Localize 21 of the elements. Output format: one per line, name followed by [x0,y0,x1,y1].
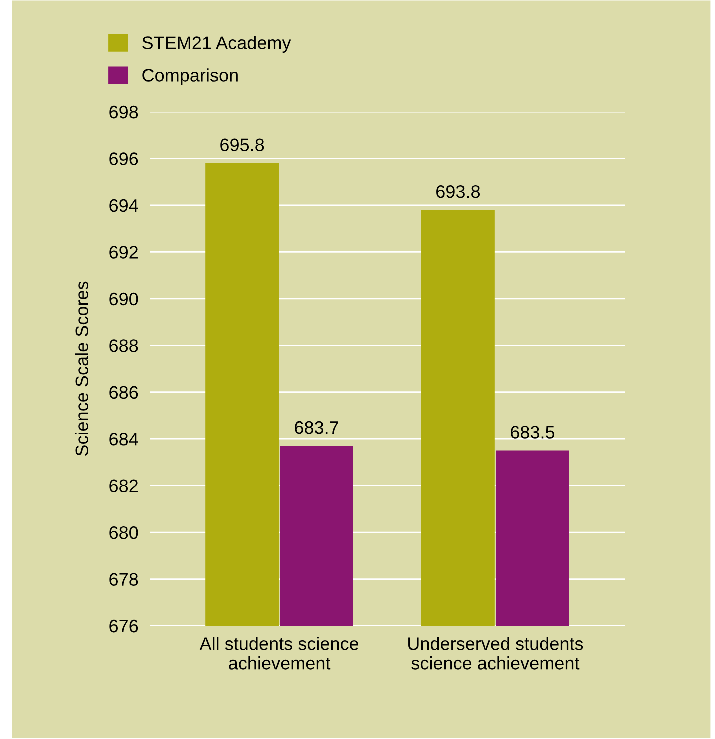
y-tick-label: 694 [110,199,138,212]
y-tick-label: 690 [110,292,138,306]
legend-label: STEM21 Academy [142,36,292,54]
y-tick-label: 684 [110,433,138,446]
data-label: 683.5 [511,426,555,439]
x-tick-label: Underserved students science achievement [408,637,584,670]
y-tick-label: 686 [110,386,138,400]
y-tick-label: 696 [110,152,138,166]
data-label: 693.8 [436,185,480,198]
y-tick-label: 676 [110,620,138,633]
y-tick-label: 678 [110,573,138,586]
y-tick-label: 682 [110,480,138,493]
y-tick-label: 692 [110,246,138,259]
y-tick-label: 698 [110,106,138,119]
x-tick-label: All students science achievement [200,637,359,670]
legend-label: Comparison [142,68,238,86]
data-label: 695.8 [220,138,264,152]
y-tick-label: 680 [110,526,138,540]
data-label: 683.7 [295,421,338,434]
y-axis-title: Science Scale Scores [75,282,89,456]
y-tick-label: 688 [110,340,138,352]
